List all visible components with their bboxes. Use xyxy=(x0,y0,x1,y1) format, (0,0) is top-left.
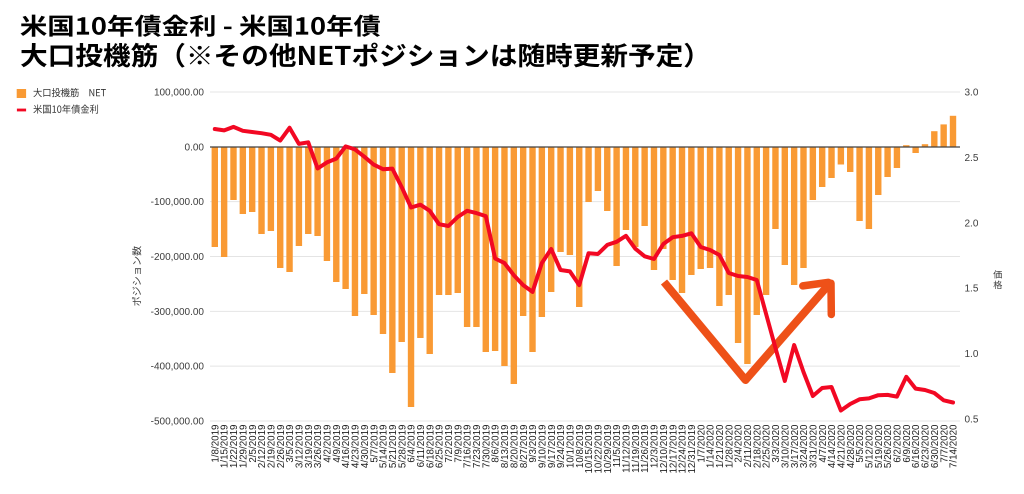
svg-text:7/14/2020: 7/14/2020 xyxy=(949,424,960,468)
svg-text:6/11/2019: 6/11/2019 xyxy=(416,425,427,468)
svg-text:5/7/2019: 5/7/2019 xyxy=(369,425,380,463)
svg-text:11/26/2019: 11/26/2019 xyxy=(640,425,651,473)
svg-text:3/24/2020: 3/24/2020 xyxy=(799,424,810,468)
svg-text:3/26/2019: 3/26/2019 xyxy=(313,425,324,469)
svg-text:2/4/2020: 2/4/2020 xyxy=(734,424,745,463)
svg-text:10/15/2019: 10/15/2019 xyxy=(584,425,595,474)
svg-text:10/1/2019: 10/1/2019 xyxy=(565,425,576,469)
svg-text:3/3/2020: 3/3/2020 xyxy=(771,424,782,463)
svg-text:1/14/2020: 1/14/2020 xyxy=(706,424,717,468)
svg-text:5/5/2020: 5/5/2020 xyxy=(855,424,866,463)
svg-text:12/17/2019: 12/17/2019 xyxy=(668,425,679,474)
svg-text:6/9/2020: 6/9/2020 xyxy=(902,424,913,463)
svg-text:11/19/2019: 11/19/2019 xyxy=(631,425,642,473)
svg-text:12/24/2019: 12/24/2019 xyxy=(678,425,689,474)
svg-text:5/26/2020: 5/26/2020 xyxy=(883,424,894,468)
svg-text:4/23/2019: 4/23/2019 xyxy=(351,425,362,469)
svg-text:0.5: 0.5 xyxy=(965,415,979,426)
svg-text:7/30/2019: 7/30/2019 xyxy=(481,425,492,469)
svg-text:3/31/2020: 3/31/2020 xyxy=(808,424,819,468)
svg-text:5/12/2020: 5/12/2020 xyxy=(865,424,876,468)
svg-text:3/17/2020: 3/17/2020 xyxy=(790,424,801,468)
svg-text:4/21/2020: 4/21/2020 xyxy=(836,424,847,468)
svg-text:3/12/2019: 3/12/2019 xyxy=(295,425,306,469)
svg-text:8/6/2019: 8/6/2019 xyxy=(491,425,502,463)
svg-text:6/18/2019: 6/18/2019 xyxy=(425,425,436,469)
svg-text:-300,000.00: -300,000.00 xyxy=(151,307,205,318)
svg-text:1/8/2019: 1/8/2019 xyxy=(210,425,221,463)
svg-text:100,000.00: 100,000.00 xyxy=(154,88,204,99)
svg-text:9/10/2019: 9/10/2019 xyxy=(537,425,548,469)
svg-text:3/5/2019: 3/5/2019 xyxy=(285,425,296,463)
svg-text:-200,000.00: -200,000.00 xyxy=(151,252,205,263)
svg-text:7/23/2019: 7/23/2019 xyxy=(472,425,483,469)
svg-text:1/22/2019: 1/22/2019 xyxy=(229,425,240,469)
svg-text:1/29/2019: 1/29/2019 xyxy=(238,425,249,469)
svg-text:1/7/2020: 1/7/2020 xyxy=(696,424,707,463)
svg-text:6/25/2019: 6/25/2019 xyxy=(435,425,446,469)
svg-text:7/7/2020: 7/7/2020 xyxy=(939,424,950,463)
svg-text:4/30/2019: 4/30/2019 xyxy=(360,425,371,469)
svg-text:2/25/2020: 2/25/2020 xyxy=(762,424,773,468)
svg-text:7/9/2019: 7/9/2019 xyxy=(453,425,464,463)
svg-text:5/14/2019: 5/14/2019 xyxy=(379,425,390,469)
svg-text:0.00: 0.00 xyxy=(185,142,205,153)
svg-text:12/10/2019: 12/10/2019 xyxy=(659,425,670,474)
svg-text:8/27/2019: 8/27/2019 xyxy=(519,425,530,469)
svg-text:1.0: 1.0 xyxy=(965,349,979,360)
svg-text:2.5: 2.5 xyxy=(965,153,979,164)
svg-text:6/16/2020: 6/16/2020 xyxy=(911,424,922,468)
svg-text:10/29/2019: 10/29/2019 xyxy=(603,425,614,474)
svg-text:-500,000.00: -500,000.00 xyxy=(151,417,205,428)
svg-text:4/7/2020: 4/7/2020 xyxy=(818,424,829,463)
svg-text:11/5/2019: 11/5/2019 xyxy=(612,425,623,468)
svg-text:3/10/2020: 3/10/2020 xyxy=(780,424,791,468)
svg-text:6/30/2020: 6/30/2020 xyxy=(930,424,941,468)
svg-text:2/5/2019: 2/5/2019 xyxy=(248,425,259,463)
svg-text:4/14/2020: 4/14/2020 xyxy=(827,424,838,468)
svg-text:5/21/2019: 5/21/2019 xyxy=(388,425,399,469)
svg-text:2/26/2019: 2/26/2019 xyxy=(276,425,287,469)
svg-text:-100,000.00: -100,000.00 xyxy=(151,197,205,208)
svg-text:8/20/2019: 8/20/2019 xyxy=(509,425,520,469)
svg-text:9/17/2019: 9/17/2019 xyxy=(547,425,558,469)
svg-text:9/3/2019: 9/3/2019 xyxy=(528,425,539,463)
svg-text:4/16/2019: 4/16/2019 xyxy=(341,425,352,469)
svg-text:2.0: 2.0 xyxy=(965,218,979,229)
svg-text:5/19/2020: 5/19/2020 xyxy=(874,424,885,468)
svg-text:8/13/2019: 8/13/2019 xyxy=(500,425,511,469)
svg-text:2/12/2019: 2/12/2019 xyxy=(257,425,268,469)
svg-text:5/28/2019: 5/28/2019 xyxy=(397,425,408,469)
svg-text:2/19/2019: 2/19/2019 xyxy=(266,425,277,469)
svg-text:6/4/2019: 6/4/2019 xyxy=(407,425,418,463)
svg-text:1/15/2019: 1/15/2019 xyxy=(220,425,231,469)
svg-text:1.5: 1.5 xyxy=(965,284,979,295)
svg-text:4/9/2019: 4/9/2019 xyxy=(332,425,343,463)
svg-text:11/12/2019: 11/12/2019 xyxy=(622,425,633,473)
svg-text:3/19/2019: 3/19/2019 xyxy=(304,425,315,469)
svg-text:7/16/2019: 7/16/2019 xyxy=(463,425,474,469)
svg-text:10/8/2019: 10/8/2019 xyxy=(575,425,586,469)
svg-text:2/11/2020: 2/11/2020 xyxy=(743,424,754,467)
svg-text:7/2/2019: 7/2/2019 xyxy=(444,425,455,463)
svg-text:6/2/2020: 6/2/2020 xyxy=(893,424,904,463)
svg-text:10/22/2019: 10/22/2019 xyxy=(594,425,605,474)
svg-text:12/3/2019: 12/3/2019 xyxy=(650,425,661,469)
svg-text:4/2/2019: 4/2/2019 xyxy=(323,425,334,463)
svg-text:2/18/2020: 2/18/2020 xyxy=(752,424,763,468)
svg-text:1/28/2020: 1/28/2020 xyxy=(724,424,735,468)
svg-text:1/21/2020: 1/21/2020 xyxy=(715,424,726,468)
svg-text:9/24/2019: 9/24/2019 xyxy=(556,425,567,469)
svg-text:-400,000.00: -400,000.00 xyxy=(151,362,205,373)
svg-text:4/28/2020: 4/28/2020 xyxy=(846,424,857,468)
svg-text:6/23/2020: 6/23/2020 xyxy=(921,424,932,468)
svg-text:12/31/2019: 12/31/2019 xyxy=(687,425,698,474)
svg-text:3.0: 3.0 xyxy=(965,88,979,99)
